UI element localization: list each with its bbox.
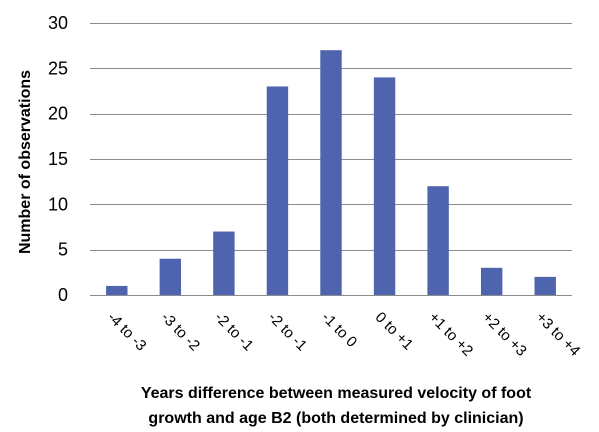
- bar: [160, 259, 181, 295]
- bar: [481, 268, 502, 295]
- bar: [427, 186, 448, 295]
- x-tick-label: -2 to -1: [265, 309, 311, 355]
- y-tick-label: 5: [58, 240, 68, 260]
- x-tick-label: -1 to 0: [318, 309, 360, 351]
- y-tick-label: 30: [48, 13, 68, 33]
- bar: [267, 86, 288, 295]
- y-tick-label: 25: [48, 58, 68, 78]
- y-tick-label: 15: [48, 149, 68, 169]
- y-tick-label: 10: [48, 194, 68, 214]
- bar: [213, 232, 234, 295]
- y-tick-labels: 0 5 10 15 20 25 30: [48, 13, 68, 305]
- x-axis-title-line-2: growth and age B2 (both determined by cl…: [148, 410, 523, 427]
- x-tick-label: -3 to -2: [158, 309, 204, 355]
- x-tick-label: -2 to -1: [211, 309, 257, 355]
- y-tick-label: 20: [48, 104, 68, 124]
- x-tick-label: +3 to +4: [532, 309, 583, 360]
- bar: [374, 77, 395, 295]
- bar: [106, 286, 127, 295]
- x-tick-label: +2 to +3: [479, 309, 530, 360]
- x-tick-label: +1 to +2: [425, 309, 476, 360]
- x-tick-label: 0 to +1: [372, 309, 417, 354]
- y-axis-title: Number of observations: [17, 70, 34, 254]
- bar: [320, 50, 341, 295]
- x-axis-title-line-1: Years difference between measured veloci…: [141, 385, 532, 402]
- bar: [535, 277, 556, 295]
- y-tick-label: 0: [58, 285, 68, 305]
- x-tick-label: -4 to -3: [104, 309, 150, 355]
- bars: [106, 50, 556, 295]
